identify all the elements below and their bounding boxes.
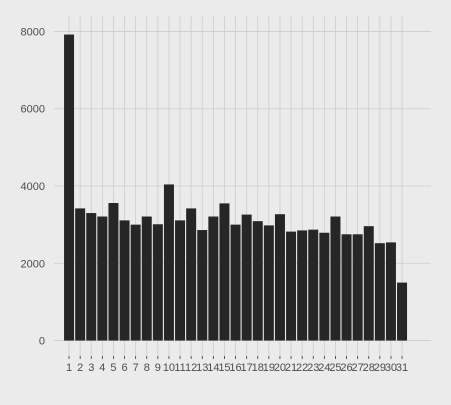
bar [152,224,163,341]
x-tick-label: 3 [88,362,94,374]
x-tick-label: 9 [155,362,161,374]
bar [286,231,297,341]
bar [330,216,341,341]
x-tick-label: 24 [318,362,330,374]
bar [64,34,75,341]
x-tick-label: 26 [340,362,352,374]
bars-layer [64,34,408,341]
bar [297,230,308,341]
x-tick-label: 7 [133,362,139,374]
x-tick-label: 14 [207,362,219,374]
x-tick-label: 2 [77,362,83,374]
x-tick-label: 30 [385,362,397,374]
x-tick-label: 29 [374,362,386,374]
bar [163,184,174,341]
bar [219,203,230,341]
bar [397,282,408,341]
bar [208,216,219,341]
x-tick-label: 1 [66,362,72,374]
x-tick-label: 4 [99,362,105,374]
bar [252,221,263,341]
x-tick-label: 21 [285,362,297,374]
bar [130,224,141,341]
bar [119,220,130,341]
y-tick-label: 6000 [21,104,45,116]
bar [352,234,363,341]
bar [175,220,186,341]
x-tick-label: 28 [363,362,375,374]
bar [197,230,208,341]
x-tick-label: 10 [163,362,175,374]
bar [108,203,119,341]
bar [263,225,274,341]
bar [363,226,374,341]
bar [186,208,197,341]
y-tick-label: 2000 [21,258,45,270]
x-tick-label: 12 [185,362,197,374]
x-tick-label: 17 [241,362,253,374]
bar [97,216,108,341]
bar [86,213,97,341]
bar [274,214,285,341]
bar [241,214,252,341]
x-tick-label: 20 [274,362,286,374]
x-tick-label: 5 [110,362,116,374]
bar [308,229,319,341]
x-tick-label: 31 [396,362,408,374]
x-tick-label: 13 [196,362,208,374]
x-tick-label: 16 [229,362,241,374]
x-tick-label: 25 [329,362,341,374]
x-tick-label: 11 [174,362,185,374]
bar [341,234,352,341]
x-tick-label: 23 [307,362,319,374]
x-tick-label: 27 [352,362,364,374]
x-tick-label: 6 [121,362,127,374]
bar [385,242,396,341]
bar [374,243,385,341]
x-tick-label: 19 [263,362,275,374]
x-axis: 1 2 3 4 5 6 7 8 9 10 11 121314151617181920212223242… [66,356,408,374]
bar [230,224,241,341]
bar [141,216,152,341]
x-tick-label: 18 [252,362,264,374]
y-axis: 0 2000 4000 6000 8000 [21,26,45,347]
y-tick-label: 8000 [21,26,45,38]
x-tick-label: 15 [218,362,230,374]
y-tick-label: 0 [39,336,45,348]
x-tick-label: 8 [144,362,150,374]
y-tick-label: 4000 [21,181,45,193]
bar [319,232,330,341]
x-tick-label: 22 [296,362,308,374]
bar [75,208,86,341]
